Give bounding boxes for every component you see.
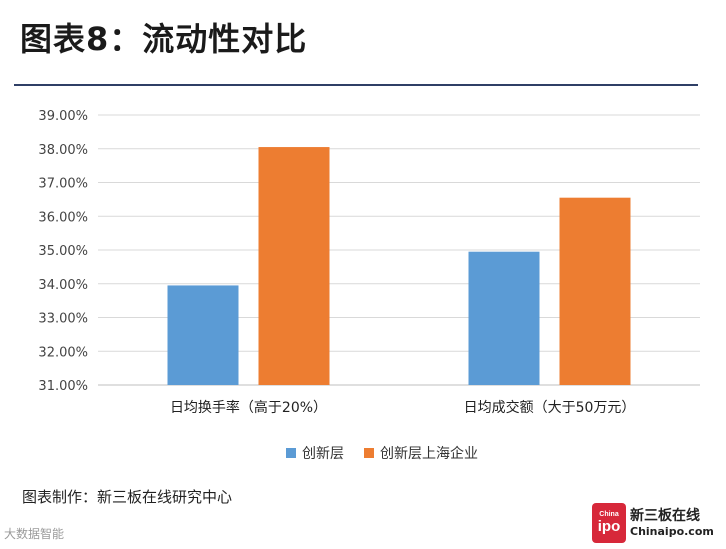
logo-badge-big: ipo	[597, 518, 621, 535]
y-tick-label: 33.00%	[38, 312, 88, 327]
y-tick-label: 31.00%	[38, 379, 88, 394]
x-tick-label: 日均换手率（高于20%）	[170, 399, 327, 416]
watermark-text: 大数据智能	[4, 527, 65, 541]
y-tick-label: 39.00%	[38, 109, 88, 124]
x-tick-label: 日均成交额（大于50万元）	[464, 399, 636, 416]
bar	[167, 285, 239, 385]
y-tick-label: 34.00%	[38, 278, 88, 293]
chart-legend: 创新层 创新层上海企业	[286, 443, 498, 463]
legend-swatch-series-1	[286, 448, 296, 458]
y-tick-label: 37.00%	[38, 177, 88, 192]
y-tick-label: 36.00%	[38, 210, 88, 225]
bar	[559, 197, 631, 385]
bar	[258, 147, 330, 385]
y-tick-label: 32.00%	[38, 345, 88, 360]
bar	[468, 251, 540, 385]
logo-chinese-name: 新三板在线	[630, 508, 700, 524]
page-title: 图表8：流动性对比	[20, 20, 308, 58]
y-tick-label: 38.00%	[38, 143, 88, 158]
logo-english-name: Chinaipo.com	[630, 525, 714, 538]
title-divider	[14, 84, 698, 86]
legend-item-series-1: 创新层	[286, 443, 344, 463]
logo-badge-small: China	[599, 511, 619, 518]
legend-label-series-2: 创新层上海企业	[380, 446, 478, 462]
logo-text: 新三板在线 Chinaipo.com	[630, 508, 714, 538]
legend-swatch-series-2	[364, 448, 374, 458]
brand-logo: China ipo 新三板在线 Chinaipo.com	[592, 503, 714, 543]
y-tick-label: 35.00%	[38, 244, 88, 259]
legend-label-series-1: 创新层	[302, 446, 344, 462]
source-note: 图表制作：新三板在线研究中心	[22, 488, 233, 506]
logo-badge-icon: China ipo	[592, 503, 626, 543]
legend-item-series-2: 创新层上海企业	[364, 443, 478, 463]
